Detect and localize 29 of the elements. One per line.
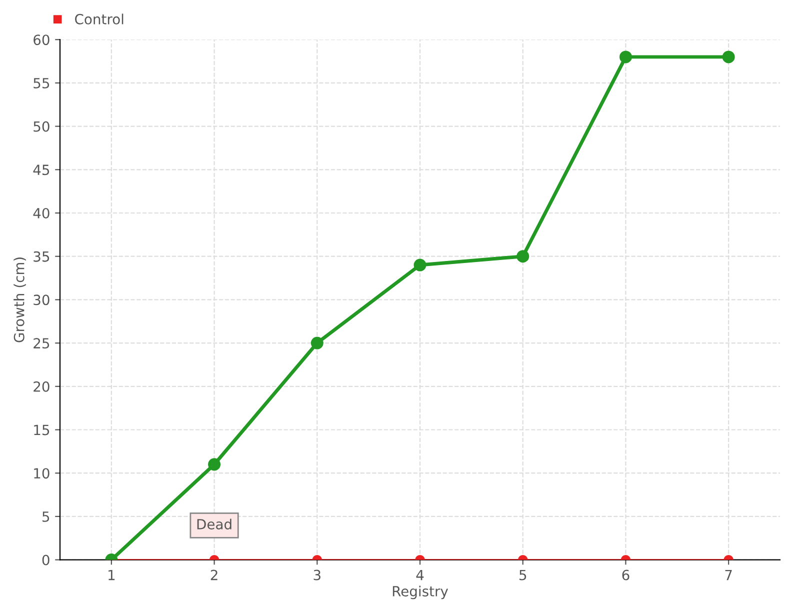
annotation: Dead xyxy=(197,518,232,530)
x-tick-label: 6 xyxy=(622,570,630,580)
y-tick-label: 40 xyxy=(33,208,50,218)
y-tick-label: 45 xyxy=(33,164,50,176)
y-axis-title: Growth (cm) xyxy=(14,258,26,342)
x-tick-label: 5 xyxy=(520,570,526,580)
x-tick-label: 2 xyxy=(210,570,218,580)
y-tick-label: 0 xyxy=(42,554,50,566)
y-tick-label: 35 xyxy=(34,251,50,262)
x-tick-label: 3 xyxy=(314,570,320,580)
y-tick-label: 15 xyxy=(34,424,50,436)
x-tick-label: 1 xyxy=(108,570,115,580)
point xyxy=(516,250,530,263)
x-tick-label: 7 xyxy=(725,570,732,580)
y-tick-label: 60 xyxy=(34,34,50,46)
y-tick-label: 55 xyxy=(34,78,50,88)
legend-label: Control xyxy=(75,14,124,24)
point xyxy=(722,50,735,64)
point xyxy=(619,50,632,64)
y-tick-label: 20 xyxy=(34,381,50,392)
x-tick-label: 4 xyxy=(416,570,424,580)
y-tick-label: 10 xyxy=(34,468,50,479)
point xyxy=(310,336,324,350)
y-tick-label: 50 xyxy=(34,121,50,132)
y-tick-label: 5 xyxy=(42,512,50,522)
y-tick-label: 25 xyxy=(34,338,50,349)
y-tick-label: 30 xyxy=(34,294,50,306)
point xyxy=(414,258,426,272)
x-axis-title: Registry xyxy=(392,586,448,600)
